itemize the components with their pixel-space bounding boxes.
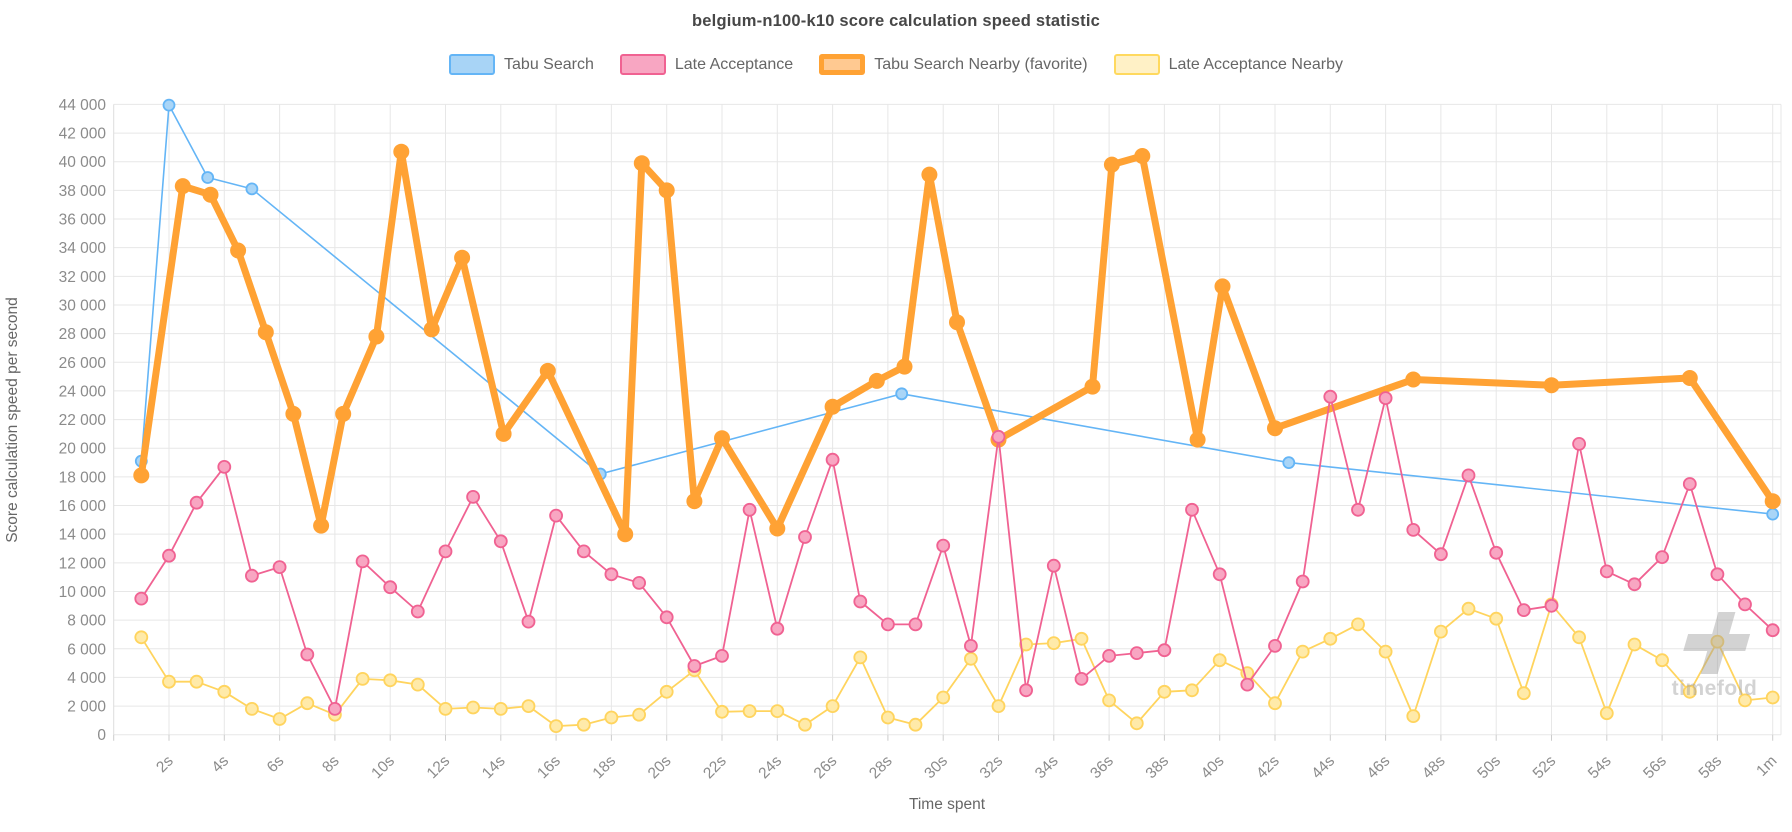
svg-text:20 000: 20 000 bbox=[59, 441, 107, 458]
svg-text:40s: 40s bbox=[1198, 752, 1228, 782]
svg-text:18 000: 18 000 bbox=[59, 469, 107, 486]
svg-text:22s: 22s bbox=[700, 752, 730, 782]
svg-text:26s: 26s bbox=[811, 752, 841, 782]
legend-item-tabu-search-nearby[interactable]: Tabu Search Nearby (favorite) bbox=[819, 54, 1088, 75]
legend-item-late-acceptance-nearby[interactable]: Late Acceptance Nearby bbox=[1113, 54, 1343, 75]
svg-text:48s: 48s bbox=[1419, 752, 1449, 782]
svg-text:58s: 58s bbox=[1696, 752, 1726, 782]
svg-text:38 000: 38 000 bbox=[59, 183, 107, 200]
y-axis-title: Score calculation speed per second bbox=[4, 297, 21, 543]
svg-text:1m: 1m bbox=[1753, 753, 1780, 780]
series-tabu-search-nearby-favorite- bbox=[133, 143, 1781, 543]
svg-text:30 000: 30 000 bbox=[59, 297, 107, 314]
svg-text:6 000: 6 000 bbox=[67, 641, 106, 658]
svg-text:2s: 2s bbox=[153, 752, 177, 776]
y-axis-labels: 0 2 000 4 000 6 000 8 000 10 000 12 000 14 000 1… bbox=[59, 97, 107, 744]
svg-text:52s: 52s bbox=[1530, 752, 1560, 782]
svg-text:24s: 24s bbox=[755, 752, 785, 782]
svg-text:16s: 16s bbox=[534, 752, 564, 782]
svg-text:10 000: 10 000 bbox=[59, 584, 107, 601]
svg-text:38s: 38s bbox=[1143, 752, 1173, 782]
svg-text:36 000: 36 000 bbox=[59, 212, 107, 229]
svg-text:8s: 8s bbox=[319, 752, 343, 776]
svg-text:46s: 46s bbox=[1364, 752, 1394, 782]
svg-text:34 000: 34 000 bbox=[59, 240, 107, 257]
svg-text:30s: 30s bbox=[921, 752, 951, 782]
svg-text:4 000: 4 000 bbox=[67, 670, 106, 687]
legend-label: Tabu Search bbox=[504, 55, 594, 73]
x-axis-ticks bbox=[113, 734, 1774, 741]
svg-text:4s: 4s bbox=[209, 752, 233, 776]
svg-text:54s: 54s bbox=[1585, 752, 1615, 782]
svg-text:12 000: 12 000 bbox=[59, 555, 107, 572]
svg-text:22 000: 22 000 bbox=[59, 412, 107, 429]
svg-text:0: 0 bbox=[97, 727, 106, 744]
svg-text:20s: 20s bbox=[645, 752, 675, 782]
svg-text:42s: 42s bbox=[1253, 752, 1283, 782]
svg-text:24 000: 24 000 bbox=[59, 383, 107, 400]
svg-text:44s: 44s bbox=[1308, 752, 1338, 782]
x-axis-title: Time spent bbox=[909, 796, 986, 813]
series-late-acceptance-nearby bbox=[134, 597, 1780, 733]
svg-text:16 000: 16 000 bbox=[59, 498, 107, 515]
svg-text:2 000: 2 000 bbox=[67, 699, 106, 716]
plot-area: 0 2 000 4 000 6 000 8 000 10 000 12 000 14 000 1… bbox=[59, 97, 1782, 782]
svg-text:28s: 28s bbox=[866, 752, 896, 782]
svg-text:18s: 18s bbox=[590, 752, 620, 782]
svg-text:12s: 12s bbox=[424, 752, 454, 782]
legend: Tabu Search Late Acceptance Tabu Search … bbox=[0, 54, 1792, 75]
svg-text:56s: 56s bbox=[1640, 752, 1670, 782]
svg-text:44 000: 44 000 bbox=[59, 97, 107, 114]
legend-item-late-acceptance[interactable]: Late Acceptance bbox=[619, 54, 794, 75]
legend-label: Late Acceptance Nearby bbox=[1168, 55, 1343, 73]
legend-swatch-tabu-search-nearby bbox=[819, 54, 866, 75]
svg-text:40 000: 40 000 bbox=[59, 154, 107, 171]
series-late-acceptance bbox=[134, 389, 1780, 716]
svg-text:32s: 32s bbox=[977, 752, 1007, 782]
svg-text:34s: 34s bbox=[1032, 752, 1062, 782]
svg-text:8 000: 8 000 bbox=[67, 613, 106, 630]
legend-label: Tabu Search Nearby (favorite) bbox=[874, 55, 1088, 73]
svg-text:42 000: 42 000 bbox=[59, 126, 107, 143]
legend-swatch-tabu-search bbox=[449, 54, 496, 75]
svg-text:6s: 6s bbox=[264, 752, 288, 776]
svg-text:28 000: 28 000 bbox=[59, 326, 107, 343]
legend-swatch-late-acceptance bbox=[619, 54, 666, 75]
gridlines bbox=[113, 103, 1782, 736]
legend-swatch-late-acceptance-nearby bbox=[1113, 54, 1160, 75]
svg-text:26 000: 26 000 bbox=[59, 355, 107, 372]
legend-item-tabu-search[interactable]: Tabu Search bbox=[449, 54, 594, 75]
x-axis-labels: 2s 4s 6s 8s 10s 12s 14s 16s 18s 20s 22s 24s 26s 28s 30… bbox=[153, 752, 1780, 782]
legend-label: Late Acceptance bbox=[674, 55, 794, 73]
chart-title: belgium-n100-k10 score calculation speed… bbox=[692, 12, 1100, 30]
svg-text:10s: 10s bbox=[368, 752, 398, 782]
svg-text:14 000: 14 000 bbox=[59, 527, 107, 544]
svg-text:36s: 36s bbox=[1087, 752, 1117, 782]
svg-text:32 000: 32 000 bbox=[59, 269, 107, 286]
svg-text:50s: 50s bbox=[1474, 752, 1504, 782]
svg-text:14s: 14s bbox=[479, 752, 509, 782]
